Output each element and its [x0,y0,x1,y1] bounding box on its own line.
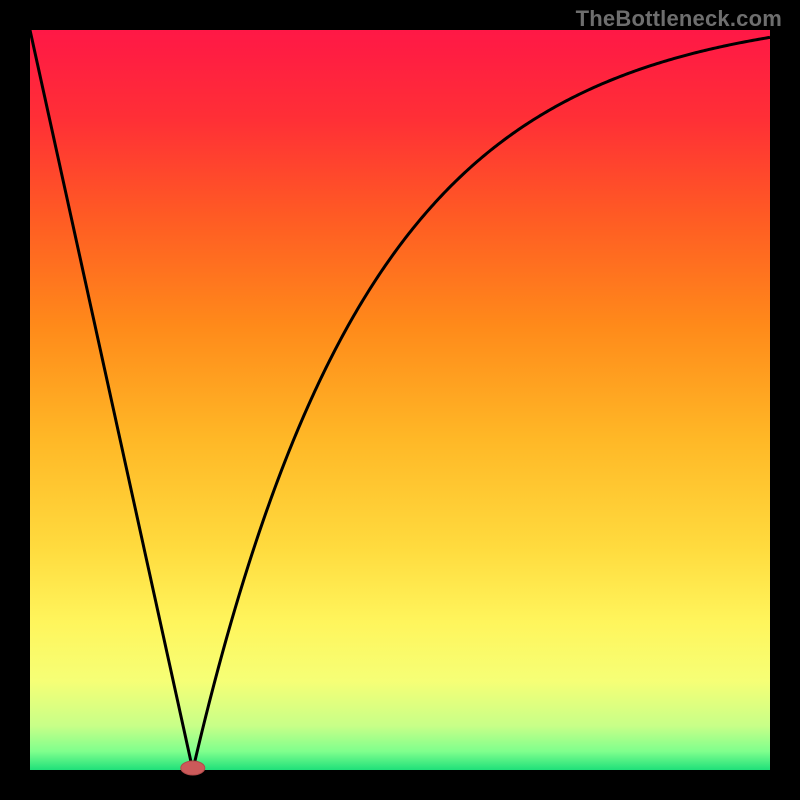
chart-plot-area [30,30,770,770]
min-point-marker [181,761,205,775]
chart-svg [0,0,800,800]
watermark-text: TheBottleneck.com [576,6,782,32]
bottleneck-chart: TheBottleneck.com [0,0,800,800]
